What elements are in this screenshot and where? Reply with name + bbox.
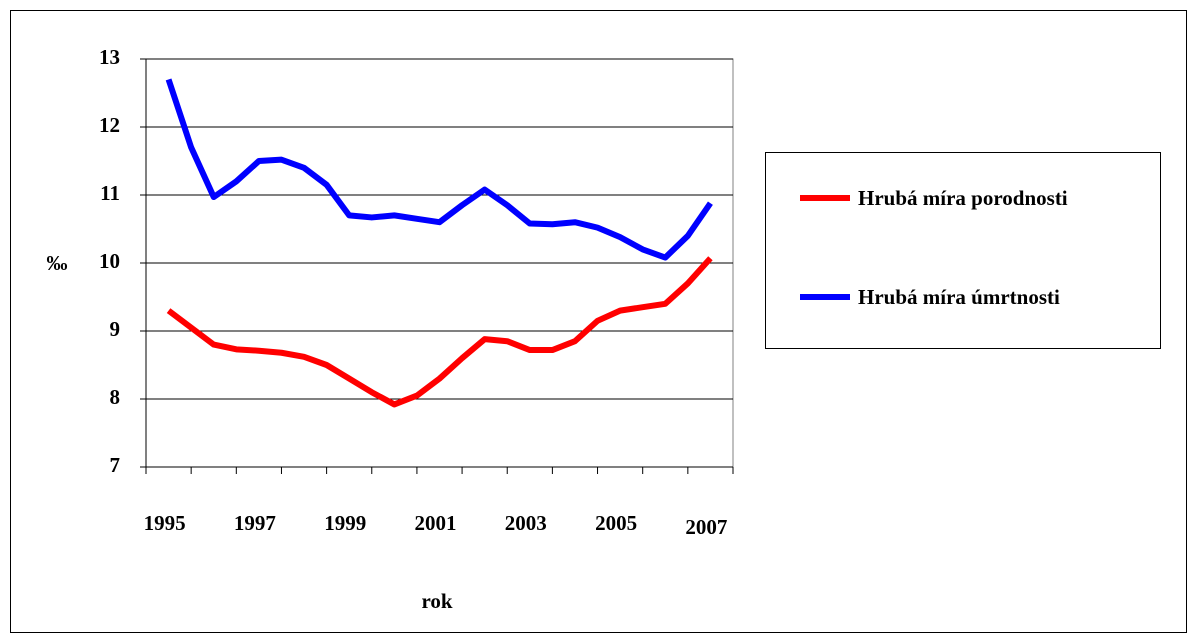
y-tick-label: 9: [110, 317, 121, 341]
x-axis-label: rok: [421, 589, 452, 613]
y-tick-label: 13: [99, 45, 120, 69]
x-tick-label: 1995: [144, 511, 186, 535]
x-tick-label: 2007: [685, 515, 727, 539]
x-tick-label: 1999: [324, 511, 366, 535]
legend-label: Hrubá míra úmrtnosti: [858, 285, 1060, 309]
x-tick-label: 1997: [234, 511, 276, 535]
x-tick-label: 2005: [595, 511, 637, 535]
y-tick-label: 11: [100, 181, 120, 205]
y-tick-label: 8: [110, 385, 121, 409]
x-tick-label: 2003: [505, 511, 547, 535]
y-tick-label: 12: [99, 113, 120, 137]
legend-box: [765, 152, 1161, 349]
series-line: [166, 256, 713, 408]
y-tick-label: 10: [99, 249, 120, 273]
y-tick-label: 7: [110, 453, 121, 477]
y-axis-label: ‰: [47, 251, 68, 275]
series-line: [165, 78, 713, 261]
x-tick-label: 2001: [415, 511, 457, 535]
legend-label: Hrubá míra porodnosti: [858, 186, 1068, 210]
